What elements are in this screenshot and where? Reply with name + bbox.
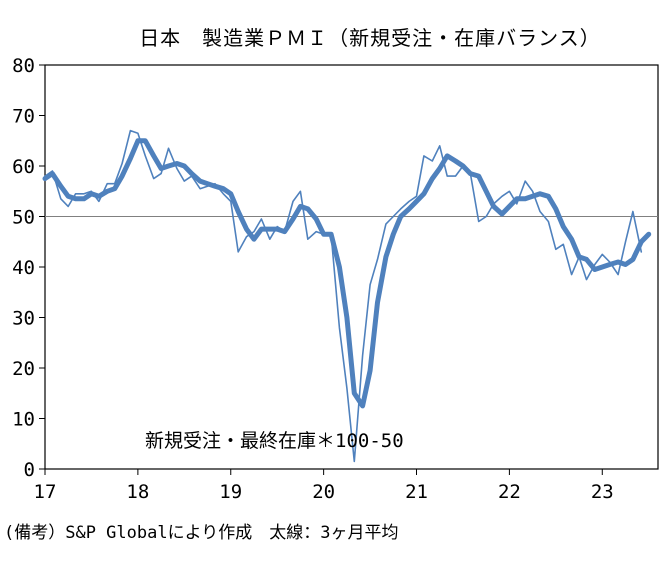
x-tick-label: 18 [126,481,149,503]
series-line-monthly [44,129,643,463]
x-tick-label: 22 [498,481,521,503]
y-tick-label: 70 [12,106,35,128]
chart-annotation: 新規受注・最終在庫＊100-50 [145,430,404,452]
x-tick-label: 20 [312,481,335,503]
series-lines [42,129,652,463]
y-tick-label: 40 [12,257,35,279]
series-line-3m-average [42,138,652,409]
y-tick-label: 50 [12,207,35,229]
x-tick-label: 21 [405,481,428,503]
y-tick-label: 10 [12,409,35,431]
y-tick-label: 20 [12,358,35,380]
y-tick-label: 0 [24,459,35,481]
y-tick-label: 30 [12,308,35,330]
source-note: (備考）S&P Globalにより作成 太線：3ヶ月平均 [4,523,399,543]
axes: 0 10 20 30 40 50 60 70 80 17 18 19 20 21 22 23 [12,55,659,503]
x-tick-label: 23 [591,481,614,503]
chart-title: 日本 製造業ＰＭＩ（新規受注・在庫バランス） [139,26,601,50]
y-tick-label: 80 [12,55,35,77]
plot-frame [44,64,659,470]
y-tick-label: 60 [12,156,35,178]
x-tick-label: 17 [34,481,57,503]
x-tick-label: 19 [219,481,242,503]
